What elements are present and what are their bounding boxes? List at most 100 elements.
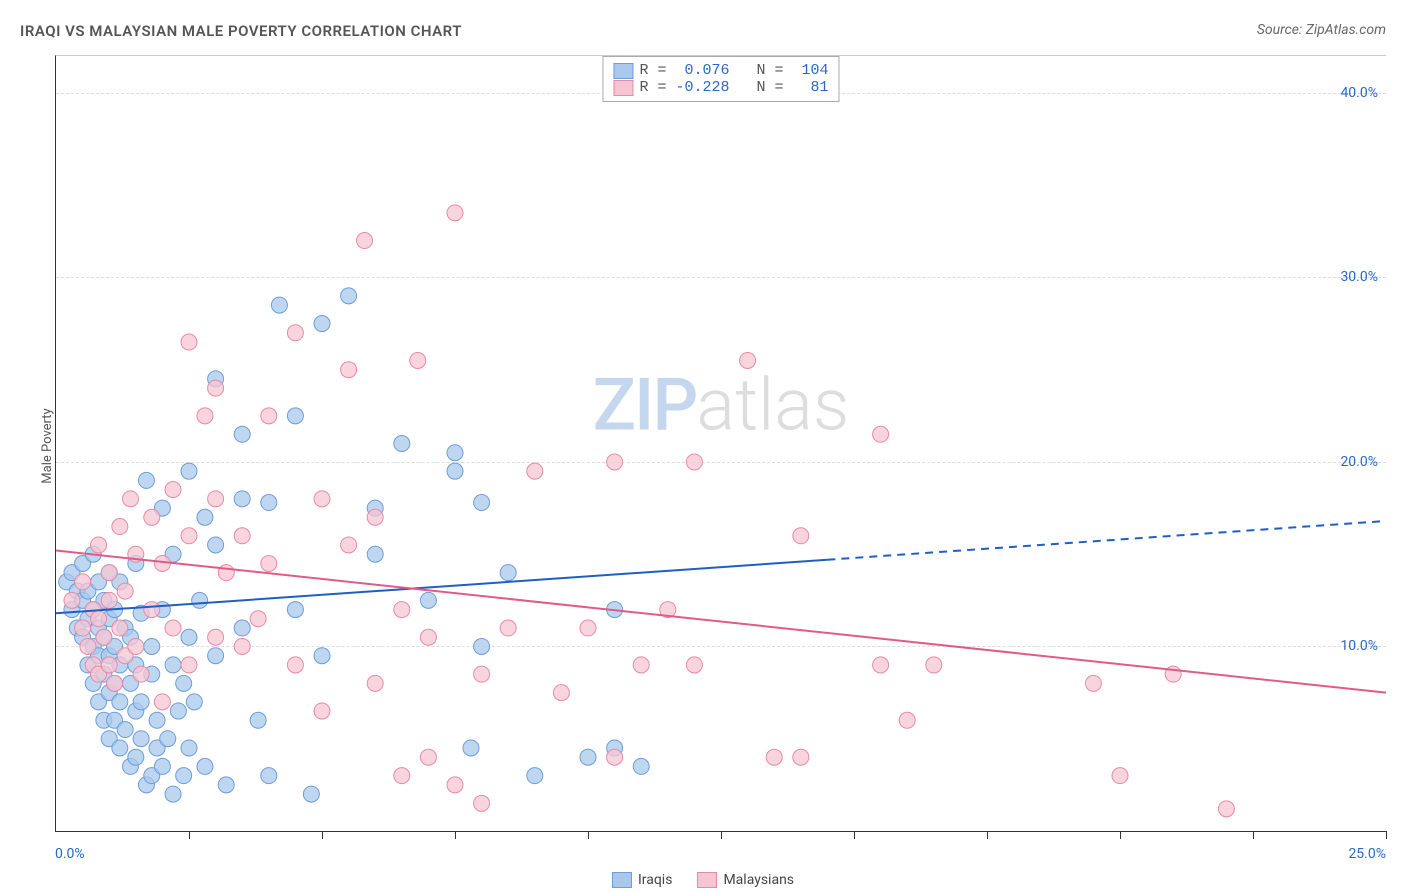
data-point bbox=[527, 768, 543, 784]
legend-text: R = -0.228 N = 81 bbox=[639, 79, 828, 96]
data-point bbox=[261, 555, 277, 571]
data-point bbox=[234, 426, 250, 442]
data-point bbox=[112, 519, 128, 535]
data-point bbox=[176, 675, 192, 691]
legend-text: R = 0.076 N = 104 bbox=[639, 62, 828, 79]
data-point bbox=[420, 749, 436, 765]
data-point bbox=[261, 408, 277, 424]
data-point bbox=[192, 592, 208, 608]
data-point bbox=[170, 703, 186, 719]
data-point bbox=[261, 768, 277, 784]
legend-row: R = 0.076 N = 104 bbox=[613, 62, 828, 79]
data-point bbox=[112, 740, 128, 756]
data-point bbox=[250, 611, 266, 627]
data-point bbox=[793, 749, 809, 765]
data-point bbox=[133, 666, 149, 682]
data-point bbox=[181, 334, 197, 350]
data-point bbox=[101, 657, 117, 673]
data-point bbox=[287, 657, 303, 673]
data-point bbox=[607, 749, 623, 765]
data-point bbox=[341, 362, 357, 378]
data-point bbox=[271, 297, 287, 313]
legend-item: Malaysians bbox=[697, 872, 794, 888]
data-point bbox=[367, 509, 383, 525]
data-point bbox=[474, 638, 490, 654]
x-axis-min-label: 0.0% bbox=[55, 846, 85, 862]
data-point bbox=[181, 657, 197, 673]
data-point bbox=[1112, 768, 1128, 784]
x-tick bbox=[455, 831, 456, 839]
legend-item: Iraqis bbox=[612, 872, 672, 888]
legend-swatch bbox=[613, 80, 633, 96]
data-point bbox=[553, 685, 569, 701]
data-point bbox=[633, 657, 649, 673]
legend-swatch bbox=[697, 872, 717, 888]
legend-label: Iraqis bbox=[638, 872, 672, 888]
data-point bbox=[287, 325, 303, 341]
data-point bbox=[181, 740, 197, 756]
legend-row: R = -0.228 N = 81 bbox=[613, 79, 828, 96]
trend-line bbox=[56, 560, 827, 614]
data-point bbox=[218, 777, 234, 793]
x-tick bbox=[1386, 831, 1387, 839]
legend-swatch bbox=[613, 63, 633, 79]
data-point bbox=[447, 205, 463, 221]
data-point bbox=[138, 472, 154, 488]
data-point bbox=[208, 380, 224, 396]
chart-title: IRAQI VS MALAYSIAN MALE POVERTY CORRELAT… bbox=[20, 22, 462, 40]
data-point bbox=[149, 712, 165, 728]
data-point bbox=[527, 463, 543, 479]
data-point bbox=[144, 638, 160, 654]
data-point bbox=[314, 703, 330, 719]
trend-line-dashed bbox=[827, 521, 1386, 560]
data-point bbox=[176, 768, 192, 784]
data-point bbox=[633, 758, 649, 774]
data-point bbox=[80, 638, 96, 654]
data-point bbox=[367, 675, 383, 691]
data-point bbox=[341, 537, 357, 553]
data-point bbox=[181, 629, 197, 645]
data-point bbox=[197, 408, 213, 424]
data-point bbox=[500, 620, 516, 636]
y-axis-label: Male Poverty bbox=[40, 408, 55, 483]
data-point bbox=[208, 537, 224, 553]
data-point bbox=[165, 786, 181, 802]
data-point bbox=[234, 638, 250, 654]
data-point bbox=[181, 528, 197, 544]
data-point bbox=[117, 583, 133, 599]
data-point bbox=[1085, 675, 1101, 691]
data-point bbox=[899, 712, 915, 728]
data-point bbox=[314, 648, 330, 664]
x-tick bbox=[721, 831, 722, 839]
data-point bbox=[101, 592, 117, 608]
data-point bbox=[122, 491, 138, 507]
data-point bbox=[873, 657, 889, 673]
x-tick bbox=[189, 831, 190, 839]
correlation-legend: R = 0.076 N = 104R = -0.228 N = 81 bbox=[602, 56, 839, 102]
data-point bbox=[165, 482, 181, 498]
data-point bbox=[144, 509, 160, 525]
data-point bbox=[580, 620, 596, 636]
data-point bbox=[357, 233, 373, 249]
data-point bbox=[303, 786, 319, 802]
data-point bbox=[75, 574, 91, 590]
data-point bbox=[91, 537, 107, 553]
data-point bbox=[117, 722, 133, 738]
data-point bbox=[133, 731, 149, 747]
x-axis-max-label: 25.0% bbox=[1348, 846, 1386, 862]
data-point bbox=[112, 620, 128, 636]
data-point bbox=[420, 592, 436, 608]
legend-label: Malaysians bbox=[723, 872, 794, 888]
data-point bbox=[64, 592, 80, 608]
data-point bbox=[474, 666, 490, 682]
data-point bbox=[607, 454, 623, 470]
data-point bbox=[394, 602, 410, 618]
data-point bbox=[287, 408, 303, 424]
data-point bbox=[447, 445, 463, 461]
data-point bbox=[686, 454, 702, 470]
plot-area: ZIPatlas R = 0.076 N = 104R = -0.228 N =… bbox=[55, 55, 1386, 832]
data-point bbox=[91, 611, 107, 627]
data-point bbox=[500, 565, 516, 581]
data-point bbox=[367, 546, 383, 562]
data-point bbox=[474, 495, 490, 511]
